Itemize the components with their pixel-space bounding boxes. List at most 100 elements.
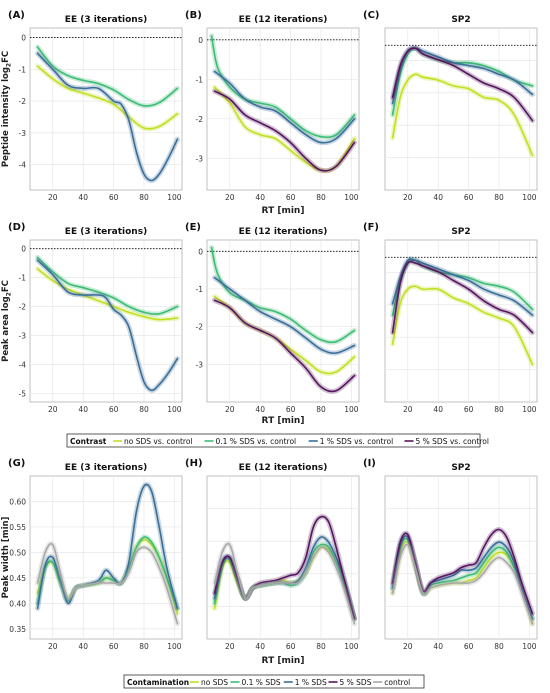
panel-d-y-tick-label: -4	[19, 360, 27, 369]
panel-h-series-line-1	[213, 543, 356, 620]
panel-a-y-tick-label: 0	[21, 34, 26, 43]
panel-h-series-line-0	[213, 545, 356, 620]
panel-c-x-tick-label: 40	[433, 193, 443, 202]
panel-e-y-tick-label: -2	[196, 323, 204, 332]
panel-i-title: SP2	[451, 463, 470, 473]
panel-i-label: (I)	[363, 458, 376, 469]
legend-contamination-frame	[123, 674, 425, 689]
panel-c-series-line-1	[391, 47, 534, 116]
panel-g-x-tick-label: 100	[167, 642, 182, 651]
panel-c-plot-area	[384, 27, 538, 191]
panel-e: 20 40 60 80 100 0 -1 -2 -3 (E) EE (12 iterations)	[185, 222, 360, 414]
panel-e-label: (E)	[185, 222, 201, 233]
panel-g-y-tick-label: 0.35	[9, 625, 26, 634]
panel-g-y-axis-title: Peak width [min]	[1, 516, 11, 598]
panel-e-x-tick-label: 40	[255, 405, 265, 414]
panel-b-x-tick-label: 40	[255, 193, 265, 202]
panel-a-y-tick-label: -4	[19, 161, 27, 170]
panel-g-x-tick-label: 40	[78, 642, 88, 651]
panel-d-y-tick-label: 0	[21, 245, 26, 254]
legend-bottom-items-label: 1 % SDS	[295, 678, 327, 687]
panel-i-x-tick-label: 100	[522, 642, 537, 651]
legend-top-items-label: 1 % SDS vs. control	[320, 437, 393, 446]
panel-b-x-tick-label: 80	[316, 193, 326, 202]
legend-contrast-items: no SDS vs. control 0.1 % SDS vs. control 1…	[113, 437, 489, 446]
panel-f-x-tick-label: 20	[403, 405, 413, 414]
legend-bottom-items-label: control	[384, 678, 410, 687]
legend-bottom-items-label: 5 % SDS	[340, 678, 372, 687]
panel-c-x-tick-label: 20	[403, 193, 413, 202]
panel-g-series-line-1	[36, 536, 179, 610]
panel-h-series-line-4	[213, 542, 356, 625]
panel-e-y-tick-label: 0	[198, 247, 203, 256]
panel-a-label: (A)	[8, 10, 25, 21]
panel-c-x-tick-label: 60	[464, 193, 474, 202]
panel-b-label: (B)	[185, 10, 202, 21]
panel-g-y-tick-label: 0.45	[9, 574, 26, 583]
panel-a: 20 40 60 80 100 0 -1 -2 -3 -4 (A) EE (3 iterations)…	[1, 10, 183, 202]
panel-g-series-line-4	[36, 542, 179, 625]
panel-c-label: (C)	[363, 10, 379, 21]
panel-a-y-tick-label: -1	[19, 65, 27, 74]
panel-e-plot-area	[206, 239, 360, 403]
panel-d-y-tick-label: -3	[19, 331, 27, 340]
panel-g-x-tick-label: 80	[139, 642, 149, 651]
panel-d-series-line-2	[36, 259, 179, 392]
panel-f-series-line-3	[391, 260, 534, 334]
panel-f-label: (F)	[363, 222, 379, 233]
panel-b-y-tick-label: -1	[196, 75, 204, 84]
panel-h-title: EE (12 iterations)	[239, 463, 328, 473]
x-axis-title-row2: RT [min]	[262, 416, 305, 426]
panel-d-x-tick-label: 100	[167, 405, 182, 414]
panel-h-label: (H)	[185, 458, 203, 469]
panel-b-title: EE (12 iterations)	[239, 15, 328, 25]
panel-b: 20 40 60 80 100 0 -1 -2 -3 (B) EE (12 iterations)	[185, 10, 360, 202]
panel-g-y-tick-label: 0.60	[9, 497, 26, 506]
panel-b-series-line-1	[210, 35, 356, 139]
panel-c-x-tick-label: 100	[522, 193, 537, 202]
panel-a-x-tick-label: 60	[109, 193, 119, 202]
panel-d-label: (D)	[8, 222, 25, 233]
x-axis-title-row3: RT [min]	[262, 656, 305, 666]
panel-f-x-tick-label: 80	[494, 405, 504, 414]
legend-contamination-title: Contamination	[127, 678, 189, 687]
panel-e-x-tick-label: 60	[286, 405, 296, 414]
panel-d-x-tick-label: 40	[78, 405, 88, 414]
legend-contrast-frame	[66, 433, 481, 448]
panel-g-series-line-2	[36, 483, 179, 610]
panel-e-series-line-3	[213, 299, 356, 393]
panel-a-x-tick-label: 40	[78, 193, 88, 202]
panel-d-x-tick-label: 80	[139, 405, 149, 414]
panel-d-y-tick-label: -2	[19, 303, 27, 312]
panel-a-x-tick-label: 20	[48, 193, 58, 202]
panel-c-x-tick-label: 80	[494, 193, 504, 202]
panel-a-series-line-2	[36, 52, 179, 182]
panel-b-x-tick-label: 100	[344, 193, 359, 202]
panel-h-x-tick-label: 20	[225, 642, 235, 651]
x-axis-title-row1: RT [min]	[262, 206, 305, 216]
panel-f-plot-area	[384, 239, 538, 403]
panel-d-series-line-1	[36, 256, 179, 315]
panel-d-x-tick-label: 60	[109, 405, 119, 414]
panel-f-x-tick-label: 60	[464, 405, 474, 414]
panel-c-series-line-0	[391, 73, 534, 157]
legend-top-items-label: 5 % SDS vs. control	[416, 437, 489, 446]
panel-b-y-tick-label: -3	[196, 154, 204, 163]
panel-h: 20 40 60 80 100 (H) EE (12 iterations)	[185, 458, 360, 651]
panel-b-series-line-2	[213, 70, 356, 144]
panel-d-y-tick-label: -1	[19, 274, 27, 283]
panel-i-series-line-3	[391, 528, 534, 615]
panel-e-x-tick-label: 20	[225, 405, 235, 414]
panel-a-y-tick-label: -3	[19, 129, 27, 138]
panel-b-series-line-3	[213, 90, 356, 172]
panel-i-series-line-4	[391, 543, 534, 625]
panel-i: 20 40 60 80 100 (I) SP2	[363, 458, 538, 651]
panel-b-y-tick-label: 0	[198, 36, 203, 45]
panels: 20 40 60 80 100 0 -1 -2 -3 -4 (A) EE (3 iterations)…	[1, 10, 538, 651]
panel-f-title: SP2	[451, 227, 470, 237]
legend-contrast: Contrast no SDS vs. control 0.1 % SDS vs.…	[66, 433, 489, 448]
legend-contamination-items: no SDS 0.1 % SDS 1 % SDS 5 % SDS control	[190, 678, 410, 687]
panel-g-x-tick-label: 20	[48, 642, 58, 651]
panel-a-plot-area	[29, 27, 183, 191]
